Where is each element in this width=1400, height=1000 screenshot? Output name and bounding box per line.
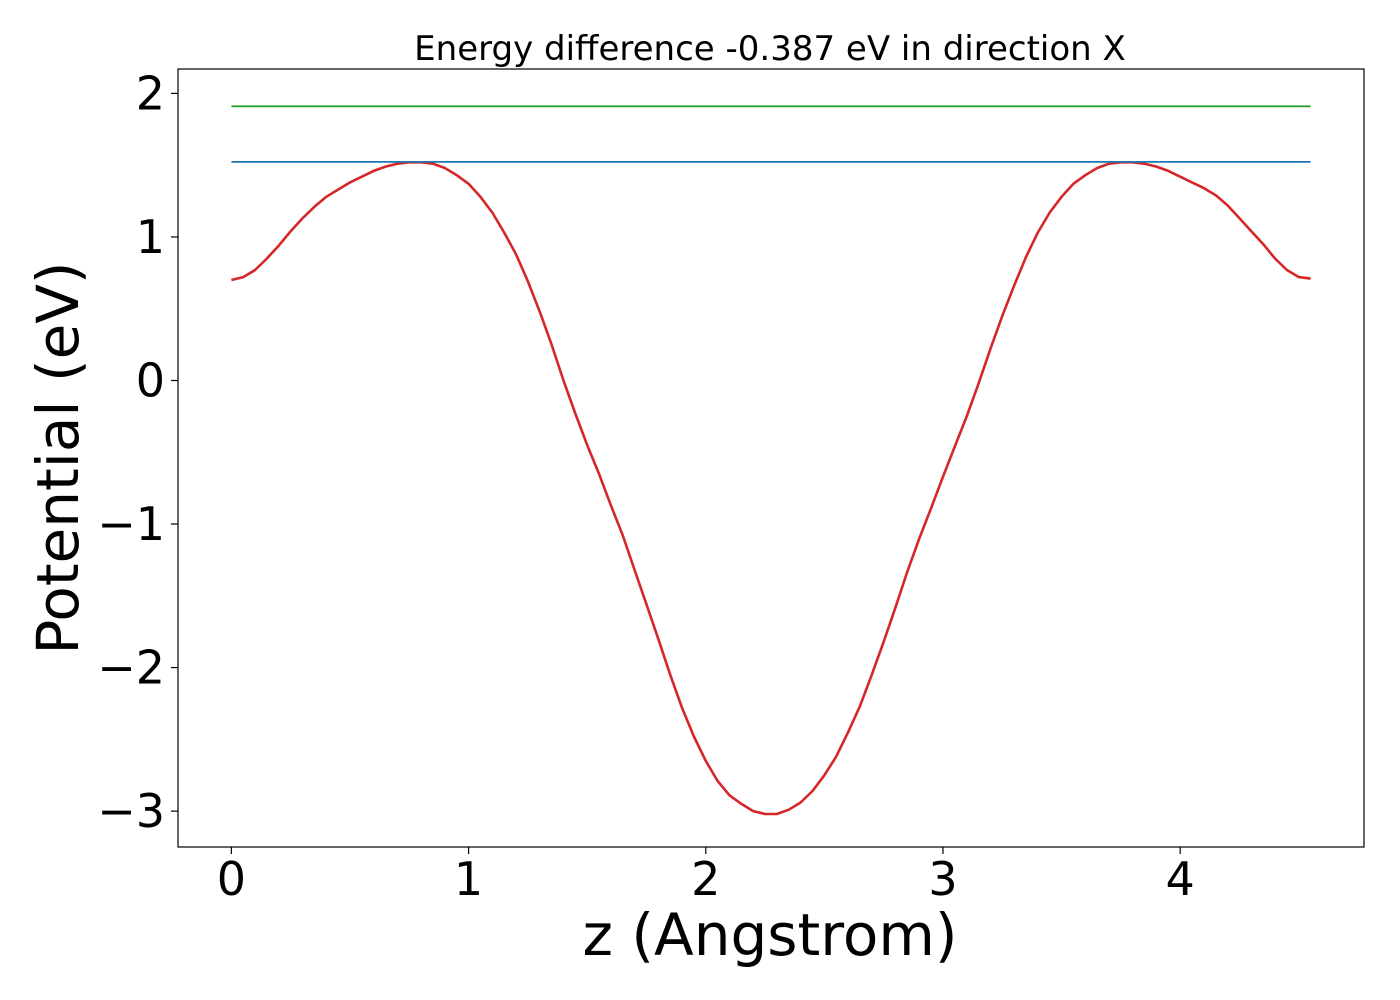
- y-axis-label: Potential (eV): [24, 261, 92, 654]
- x-tick-label: 0: [217, 852, 246, 906]
- series-layer: [231, 105, 1311, 816]
- x-tick-label: 3: [928, 852, 957, 906]
- y-tick-label: 0: [136, 353, 165, 407]
- x-axis: 0 1 2 3 4: [217, 847, 1195, 906]
- series-line-0: [231, 161, 1311, 816]
- x-tick-label: 1: [454, 852, 483, 906]
- x-tick-label: 2: [691, 852, 720, 906]
- y-tick-label: −1: [97, 497, 165, 551]
- y-tick-label: 2: [136, 66, 165, 120]
- y-tick-label: −3: [97, 784, 165, 838]
- chart-title: Energy difference -0.387 eV in direction…: [414, 29, 1126, 69]
- x-tick-label: 4: [1166, 852, 1195, 906]
- x-axis-label: z (Angstrom): [583, 901, 958, 969]
- plot-frame: [177, 68, 1365, 848]
- y-tick-label: −2: [97, 641, 165, 695]
- y-tick-label: 1: [136, 210, 165, 264]
- y-axis: −3 −2 −1 0 1 2: [97, 66, 178, 838]
